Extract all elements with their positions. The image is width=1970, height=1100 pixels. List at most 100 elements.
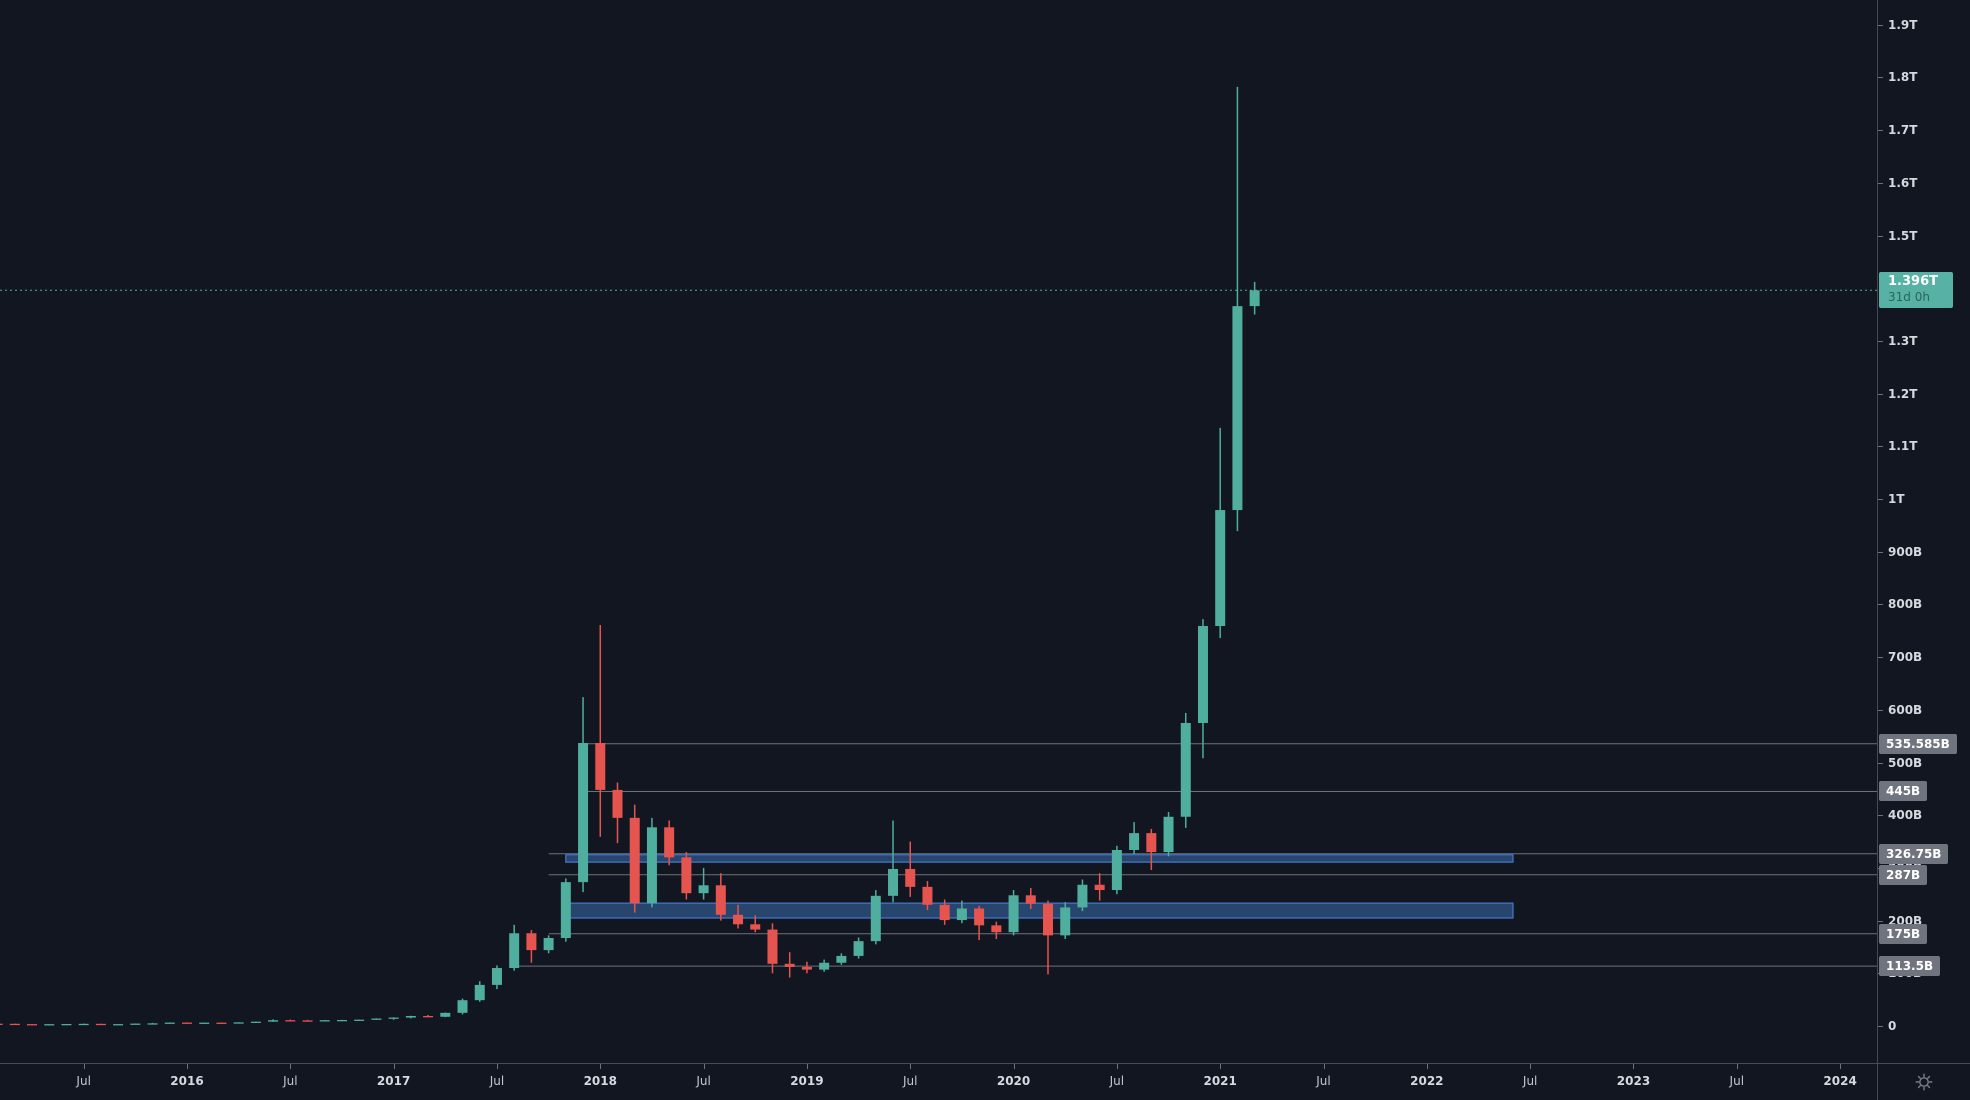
price-axis-tick — [1878, 393, 1883, 395]
price-axis-tick — [1878, 235, 1883, 237]
candle-body — [61, 1023, 72, 1026]
supply-demand-zone[interactable] — [565, 902, 1514, 919]
last-price-label: 1.396T 31d 0h — [1879, 272, 1953, 309]
candle-body — [1146, 833, 1157, 853]
candle-body — [423, 1015, 434, 1018]
time-axis-label-year: 2017 — [376, 1074, 411, 1088]
candle-body — [1060, 907, 1071, 936]
candle-body — [27, 1024, 38, 1026]
bar-countdown: 31d 0h — [1888, 290, 1930, 305]
price-ray-label[interactable]: 113.5B — [1879, 956, 1941, 977]
time-axis-label-month: Jul — [1522, 1074, 1538, 1088]
candle-body — [543, 937, 554, 951]
price-ray-label[interactable]: 326.75B — [1879, 843, 1949, 864]
time-axis-label-year: 2023 — [1616, 1074, 1651, 1088]
candle-body — [1025, 895, 1036, 904]
candle-body — [371, 1018, 382, 1020]
candle-body — [578, 743, 589, 883]
candle-body — [319, 1020, 330, 1022]
price-axis-tick — [1878, 340, 1883, 342]
candle-body — [9, 1023, 20, 1026]
gear-icon[interactable] — [1914, 1072, 1934, 1092]
time-axis-label-year: 2022 — [1410, 1074, 1444, 1088]
candle-body — [819, 962, 830, 970]
time-axis-tick — [1840, 1064, 1842, 1069]
chart-pane[interactable] — [0, 0, 1877, 1063]
price-ray-label[interactable]: 445B — [1879, 781, 1928, 802]
candle-body — [991, 925, 1002, 933]
time-axis-label-year: 2019 — [790, 1074, 824, 1088]
candle-body — [0, 1023, 3, 1025]
time-axis-tick — [1323, 1064, 1325, 1069]
supply-demand-zone[interactable] — [565, 853, 1514, 863]
time-axis-label-month: Jul — [76, 1074, 91, 1088]
candle-body — [250, 1021, 261, 1023]
last-price-value: 1.396T — [1888, 274, 1938, 290]
time-axis-label-month: Jul — [1729, 1074, 1745, 1088]
price-axis-tick — [1878, 920, 1883, 922]
time-axis-tick — [1530, 1064, 1532, 1069]
price-ray-label[interactable]: 535.585B — [1879, 733, 1957, 754]
candle-body — [939, 904, 950, 921]
candle-body — [1180, 722, 1191, 817]
time-axis-tick — [910, 1064, 912, 1069]
price-ray-label[interactable]: 175B — [1879, 923, 1928, 944]
candle-body — [801, 966, 812, 970]
candle-body — [888, 868, 899, 896]
time-axis-tick — [393, 1064, 395, 1069]
price-axis-label: 1.5T — [1888, 228, 1918, 243]
time-axis-label-month: Jul — [283, 1074, 298, 1088]
candle-body — [268, 1020, 279, 1022]
candle-body — [336, 1019, 347, 1022]
time-axis-tick — [83, 1064, 85, 1069]
time-axis-label-month: Jul — [696, 1074, 711, 1088]
candle-body — [302, 1020, 313, 1022]
candle-body — [233, 1022, 244, 1024]
time-axis-tick — [496, 1064, 498, 1069]
chart-canvas[interactable] — [0, 0, 1877, 1063]
price-axis-label: 1.9T — [1888, 17, 1918, 32]
time-axis-tick — [1116, 1064, 1118, 1069]
time-axis-label-month: Jul — [489, 1074, 505, 1088]
candle-body — [733, 914, 744, 925]
candle-body — [974, 908, 985, 926]
candle-body — [1043, 903, 1053, 936]
candle-body — [956, 908, 967, 921]
time-axis-tick — [1736, 1064, 1738, 1069]
candle-body — [526, 933, 537, 951]
candle-body — [1077, 884, 1088, 908]
candle-body — [44, 1024, 55, 1026]
candle-body — [698, 885, 709, 894]
candle-body — [95, 1023, 106, 1026]
candle-body — [113, 1024, 124, 1026]
time-axis-label-year: 2021 — [1203, 1074, 1237, 1088]
price-axis[interactable]: 1.9T 1.8T 1.7T 1.6T 1.5T 1.3T 1.2T 1.1T 1T 900B 80… — [1877, 0, 1970, 1063]
price-axis-label: 400B — [1888, 808, 1923, 823]
price-axis-tick — [1878, 657, 1883, 659]
candle-body — [1129, 833, 1140, 850]
time-axis-tick — [703, 1064, 705, 1069]
price-axis-label: 800B — [1888, 597, 1923, 612]
price-axis-tick — [1878, 130, 1883, 132]
price-axis-label: 1T — [1888, 492, 1905, 506]
candle-body — [130, 1023, 141, 1025]
candle-body — [560, 882, 571, 938]
candle-body — [750, 924, 761, 930]
candle-body — [199, 1022, 210, 1024]
price-axis-tick — [1878, 1026, 1883, 1027]
price-axis-tick — [1878, 762, 1883, 764]
candle-body — [836, 955, 847, 963]
time-axis[interactable]: Jul 2016 Jul 2017 Jul 2018 Jul 2019 Jul 2020 Jul 20… — [0, 1063, 1877, 1100]
candle-body — [164, 1022, 175, 1024]
time-axis-label-year: 2024 — [1823, 1074, 1857, 1088]
candle-body — [646, 827, 657, 904]
price-axis-label: 700B — [1888, 650, 1923, 665]
time-axis-tick — [600, 1064, 602, 1069]
price-ray-label[interactable]: 287B — [1879, 864, 1928, 885]
candle-body — [595, 743, 606, 790]
price-axis-tick — [1878, 551, 1883, 553]
price-axis-tick — [1878, 709, 1883, 711]
price-axis-tick — [1878, 499, 1883, 500]
candle-body — [1094, 884, 1105, 891]
price-axis-label: 1.2T — [1888, 386, 1918, 401]
